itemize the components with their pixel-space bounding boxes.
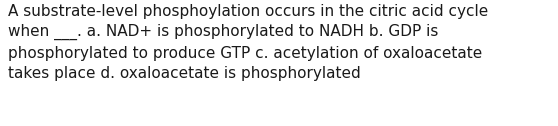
Text: A substrate-level phosphoylation occurs in the citric acid cycle
when ___. a. NA: A substrate-level phosphoylation occurs … bbox=[8, 4, 489, 81]
